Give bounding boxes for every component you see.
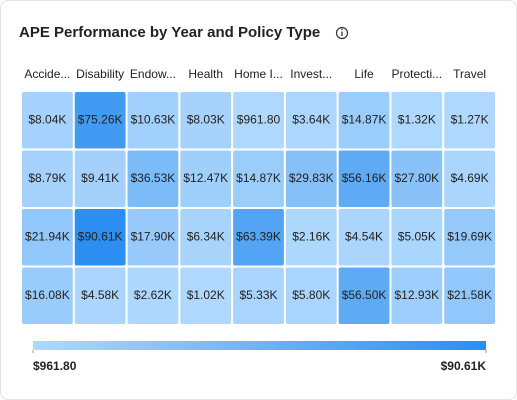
cell-label: $10.63K bbox=[131, 112, 176, 126]
heatmap-cell bbox=[444, 267, 495, 324]
heatmap-cell bbox=[233, 267, 284, 324]
cell-label: $36.53K bbox=[131, 171, 176, 185]
heatmap-cell bbox=[391, 267, 443, 324]
cell-label: $2.16K bbox=[292, 229, 330, 243]
cell-label: $27.80K bbox=[394, 171, 439, 185]
heatmap-cell bbox=[180, 92, 232, 149]
cell-label: $5.80K bbox=[292, 288, 330, 302]
heatmap-cell bbox=[22, 92, 73, 149]
cell-label: $19.69K bbox=[447, 229, 492, 243]
cell-label: $8.04K bbox=[28, 112, 66, 126]
heatmap-cell bbox=[74, 92, 126, 149]
cell-label: $56.16K bbox=[342, 171, 387, 185]
heatmap-cell bbox=[338, 92, 390, 149]
heatmap-cell bbox=[391, 92, 443, 149]
cell-label: $4.58K bbox=[81, 288, 119, 302]
cell-label: $6.34K bbox=[187, 229, 225, 243]
x-tick-label: Invest... bbox=[290, 67, 332, 81]
cell-label: $5.33K bbox=[239, 288, 277, 302]
heatmap-cell bbox=[74, 267, 126, 324]
heatmap-cell bbox=[233, 150, 284, 207]
cell-label: $9.41K bbox=[81, 171, 119, 185]
cell-label: $29.83K bbox=[289, 171, 334, 185]
heatmap-cell bbox=[74, 209, 126, 266]
cell-label: $8.79K bbox=[28, 171, 66, 185]
x-tick-label: Disability bbox=[76, 67, 124, 81]
heatmap-cell bbox=[444, 150, 495, 207]
heatmap-cell bbox=[285, 267, 337, 324]
cell-label: $2.62K bbox=[134, 288, 172, 302]
x-tick-label: Health bbox=[188, 67, 223, 81]
x-tick-label: Home I... bbox=[234, 67, 283, 81]
heatmap-cell bbox=[127, 267, 179, 324]
x-tick-label: Protecti... bbox=[391, 67, 442, 81]
heatmap-cell bbox=[180, 267, 232, 324]
cell-label: $90.61K bbox=[78, 229, 123, 243]
cell-label: $12.93K bbox=[394, 288, 439, 302]
heatmap-cell bbox=[233, 209, 284, 266]
cell-label: $1.02K bbox=[187, 288, 225, 302]
cell-label: $56.50K bbox=[342, 288, 387, 302]
cell-label: $8.03K bbox=[187, 112, 225, 126]
heatmap-cell bbox=[180, 150, 232, 207]
heatmap-cell bbox=[338, 150, 390, 207]
heatmap-cell bbox=[391, 150, 443, 207]
cell-label: $3.64K bbox=[292, 112, 330, 126]
x-tick-label: Life bbox=[354, 67, 374, 81]
heatmap-cell bbox=[444, 209, 495, 266]
heatmap-cell bbox=[444, 92, 495, 149]
cell-label: $4.69K bbox=[451, 171, 489, 185]
cell-label: $1.32K bbox=[398, 112, 436, 126]
cell-label: $12.47K bbox=[183, 171, 228, 185]
heatmap-cell bbox=[127, 150, 179, 207]
info-icon[interactable] bbox=[335, 26, 349, 40]
heatmap-cell bbox=[22, 209, 73, 266]
heatmap-cell bbox=[127, 209, 179, 266]
color-scale bbox=[33, 341, 486, 350]
cell-label: $14.87K bbox=[236, 171, 281, 185]
x-tick-label: Endow... bbox=[130, 67, 176, 81]
chart-title: APE Performance by Year and Policy Type bbox=[19, 24, 320, 41]
heatmap-cell bbox=[338, 209, 390, 266]
heatmap-cell bbox=[338, 267, 390, 324]
heatmap-cell bbox=[127, 92, 179, 149]
x-tick-label: Accide... bbox=[24, 67, 70, 81]
color-scale-label: $961.80 bbox=[33, 359, 77, 373]
cell-label: $14.87K bbox=[342, 112, 387, 126]
heatmap-cell bbox=[180, 209, 232, 266]
cell-label: $1.27K bbox=[451, 112, 489, 126]
cell-label: $21.94K bbox=[25, 229, 70, 243]
cell-label: $21.58K bbox=[447, 288, 492, 302]
cell-label: $16.08K bbox=[25, 288, 70, 302]
cell-label: $75.26K bbox=[78, 112, 123, 126]
cell-label: $5.05K bbox=[398, 229, 436, 243]
cell-label: $63.39K bbox=[236, 229, 281, 243]
cell-label: $961.80 bbox=[237, 112, 281, 126]
heatmap-cell bbox=[285, 209, 337, 266]
heatmap-cell bbox=[233, 92, 284, 149]
heatmap-cell bbox=[391, 209, 443, 266]
heatmap-cell bbox=[22, 150, 73, 207]
cell-label: $4.54K bbox=[345, 229, 383, 243]
cell-label: $17.90K bbox=[131, 229, 176, 243]
heatmap-cell bbox=[285, 92, 337, 149]
x-tick-label: Travel bbox=[453, 67, 486, 81]
heatmap-cell bbox=[22, 267, 73, 324]
color-scale-label: $90.61K bbox=[441, 359, 487, 373]
heatmap-cell bbox=[74, 150, 126, 207]
heatmap-cell bbox=[285, 150, 337, 207]
